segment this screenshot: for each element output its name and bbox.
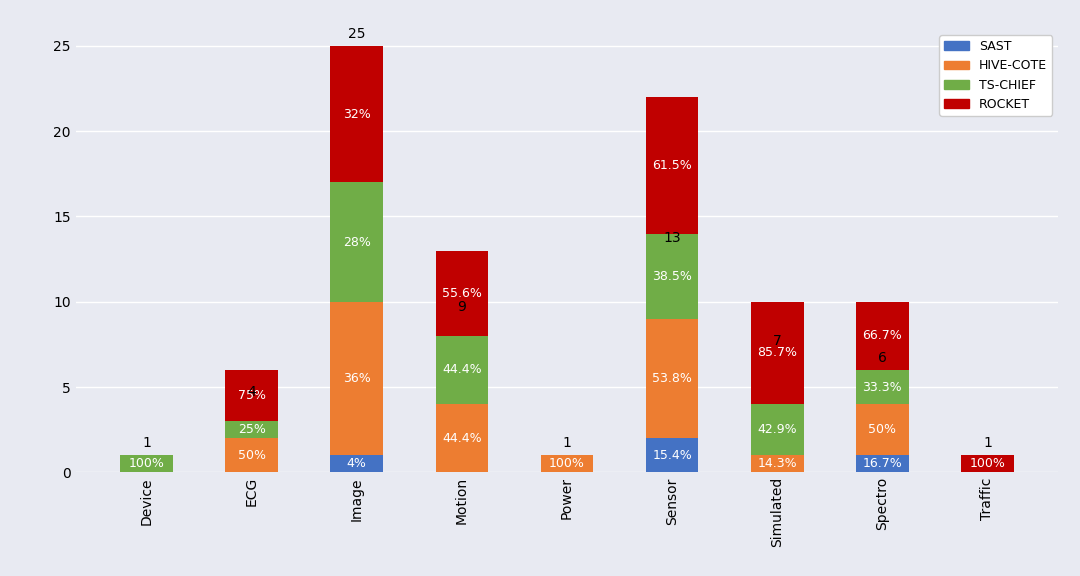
Text: 36%: 36% [343, 372, 370, 385]
Bar [435, 251, 488, 336]
Bar [120, 455, 173, 472]
Text: 53.8%: 53.8% [652, 372, 692, 385]
Bar [435, 336, 488, 404]
Text: 66.7%: 66.7% [863, 329, 902, 342]
Text: 42.9%: 42.9% [757, 423, 797, 436]
Text: 85.7%: 85.7% [757, 346, 797, 359]
Text: 14.3%: 14.3% [757, 457, 797, 470]
Bar [856, 404, 908, 455]
Text: 32%: 32% [343, 108, 370, 120]
Text: 44.4%: 44.4% [442, 363, 482, 377]
Text: 1: 1 [983, 436, 991, 450]
Text: 33.3%: 33.3% [863, 381, 902, 393]
Text: 4: 4 [247, 385, 256, 399]
Text: 1: 1 [563, 436, 571, 450]
Bar [226, 421, 278, 438]
Text: 38.5%: 38.5% [652, 270, 692, 283]
Text: 50%: 50% [868, 423, 896, 436]
Text: 16.7%: 16.7% [863, 457, 902, 470]
Legend: SAST, HIVE-COTE, TS-CHIEF, ROCKET: SAST, HIVE-COTE, TS-CHIEF, ROCKET [939, 35, 1052, 116]
Bar [646, 438, 699, 472]
Text: 44.4%: 44.4% [442, 431, 482, 445]
Text: 61.5%: 61.5% [652, 159, 692, 172]
Text: 28%: 28% [342, 236, 370, 248]
Bar [226, 370, 278, 421]
Bar [961, 455, 1014, 472]
Text: 75%: 75% [238, 389, 266, 402]
Text: 15.4%: 15.4% [652, 449, 692, 462]
Text: 25%: 25% [238, 423, 266, 436]
Bar [856, 302, 908, 370]
Bar [435, 404, 488, 472]
Bar [646, 233, 699, 319]
Bar [751, 404, 804, 455]
Text: 13: 13 [663, 232, 680, 245]
Text: 7: 7 [773, 334, 782, 348]
Bar [330, 183, 383, 302]
Bar [751, 455, 804, 472]
Text: 100%: 100% [549, 457, 585, 470]
Text: 1: 1 [143, 436, 151, 450]
Bar [541, 455, 593, 472]
Bar [856, 370, 908, 404]
Bar [330, 455, 383, 472]
Bar [751, 302, 804, 404]
Text: 25: 25 [348, 26, 365, 41]
Bar [226, 438, 278, 472]
Text: 6: 6 [878, 351, 887, 365]
Bar [646, 97, 699, 233]
Text: 4%: 4% [347, 457, 367, 470]
Text: 100%: 100% [970, 457, 1005, 470]
Text: 9: 9 [458, 300, 467, 314]
Text: 50%: 50% [238, 449, 266, 462]
Bar [330, 46, 383, 183]
Bar [856, 455, 908, 472]
Text: 55.6%: 55.6% [442, 287, 482, 300]
Text: 100%: 100% [129, 457, 164, 470]
Bar [646, 319, 699, 438]
Bar [330, 302, 383, 455]
